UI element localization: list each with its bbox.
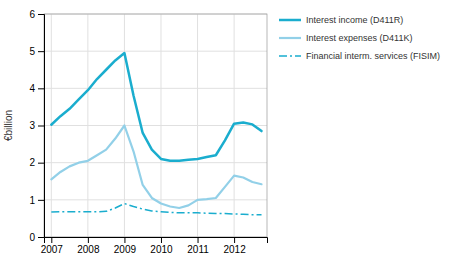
y-tick-mark xyxy=(38,88,44,89)
x-tick-mark xyxy=(161,237,162,243)
lines xyxy=(51,53,261,215)
grid xyxy=(44,14,267,237)
y-tick: 6 xyxy=(29,9,44,20)
y-tick-mark xyxy=(38,126,44,127)
x-tick-mark xyxy=(124,237,125,243)
x-tick: 2009 xyxy=(114,237,137,255)
y-tick-label: 6 xyxy=(29,9,35,20)
legend-item: Interest expenses (D411K) xyxy=(279,33,412,43)
x-tick: 2010 xyxy=(150,237,173,255)
y-tick-label: 5 xyxy=(29,46,35,57)
legend-swatch xyxy=(279,55,301,57)
plot: 2007200820092010201120120123456€billion xyxy=(3,9,268,255)
x-tick-label: 2010 xyxy=(150,244,173,255)
chart: 2007200820092010201120120123456€billionI… xyxy=(0,0,472,263)
y-tick-label: 3 xyxy=(29,120,35,131)
x-tick: 2007 xyxy=(41,237,64,255)
grid-line xyxy=(44,88,267,89)
y-tick: 1 xyxy=(29,195,44,206)
x-tick: 2012 xyxy=(223,237,246,255)
legend-label: Financial interm. services (FISIM) xyxy=(306,51,440,61)
x-tick-label: 2007 xyxy=(41,244,64,255)
legend-item: Financial interm. services (FISIM) xyxy=(279,51,440,61)
x-tick-label: 2008 xyxy=(77,244,100,255)
grid-line xyxy=(197,14,198,237)
legend: Interest income (D411R) Interest expenses… xyxy=(279,15,440,61)
y-tick: 0 xyxy=(29,232,44,243)
y-tick: 5 xyxy=(29,46,44,57)
y-tick-label: 4 xyxy=(29,83,35,94)
series-line xyxy=(51,204,261,215)
y-tick-label: 2 xyxy=(29,157,35,168)
x-tick-mark xyxy=(51,237,52,243)
y-axis-line xyxy=(38,15,45,238)
legend-swatch xyxy=(279,37,301,39)
x-tick-mark xyxy=(234,237,235,243)
legend-item: Interest income (D411R) xyxy=(279,15,403,25)
x-axis-line xyxy=(45,238,268,244)
y-tick: 3 xyxy=(29,120,44,131)
plot-frame xyxy=(44,14,267,237)
series-line xyxy=(51,126,261,209)
x-tick-label: 2012 xyxy=(223,244,246,255)
y-tick-mark xyxy=(38,163,44,164)
y-tick-mark xyxy=(38,51,44,52)
legend-swatch xyxy=(279,19,301,22)
chart-container: 2007200820092010201120120123456€billionI… xyxy=(0,0,472,263)
x-tick: 2008 xyxy=(77,237,100,255)
legend-label: Interest expenses (D411K) xyxy=(306,33,412,43)
y-tick: 2 xyxy=(29,157,44,168)
grid-line xyxy=(44,51,267,52)
x-tick-label: 2011 xyxy=(187,244,209,255)
y-tick-mark xyxy=(38,237,44,238)
x-axis: 2007 2008 2009 2010 2011 2012 xyxy=(41,237,268,255)
y-tick-mark xyxy=(38,200,44,201)
y-axis-title: €billion xyxy=(3,110,14,141)
grid-line xyxy=(87,14,88,237)
x-tick: 2011 xyxy=(187,237,209,255)
y-tick-mark xyxy=(38,14,44,15)
x-tick-mark xyxy=(198,237,199,243)
y-tick-label: 0 xyxy=(29,232,35,243)
legend-label: Interest income (D411R) xyxy=(306,15,403,25)
y-tick: 4 xyxy=(29,83,44,94)
x-tick-mark xyxy=(88,237,89,243)
y-tick-label: 1 xyxy=(29,195,35,206)
series-line xyxy=(51,53,261,161)
y-axis: 0 1 2 3 4 5 6 xyxy=(29,9,44,243)
x-tick-label: 2009 xyxy=(114,244,137,255)
